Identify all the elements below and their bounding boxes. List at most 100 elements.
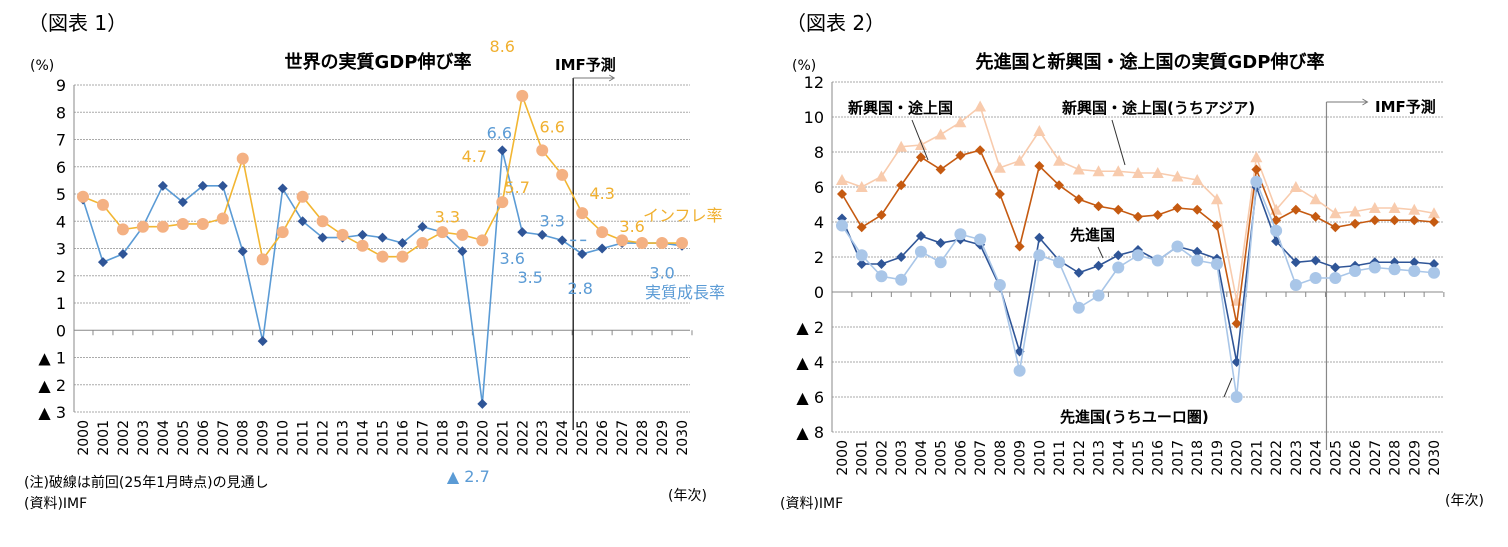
data-point: [1034, 161, 1045, 171]
x-axis-title: (年次): [668, 488, 707, 504]
x-tick-label: 2000: [76, 420, 92, 456]
data-point: [1368, 202, 1381, 213]
x-tick-label: 2026: [595, 420, 611, 456]
data-point: [377, 232, 388, 243]
data-point: [1290, 204, 1301, 215]
data-point: [1093, 201, 1104, 212]
data-point: [855, 249, 868, 262]
y-tick-label: 1: [56, 294, 66, 313]
series-3: [837, 182, 1439, 367]
source-note: (資料)IMF: [24, 496, 87, 512]
data-point: [1192, 204, 1203, 215]
x-tick-label: 2001: [96, 420, 112, 456]
data-point: [1151, 167, 1164, 178]
data-label: 5.7: [504, 178, 529, 197]
data-point: [1034, 232, 1045, 243]
data-point: [1013, 154, 1026, 166]
y-axis-unit: (%): [792, 58, 816, 74]
data-point: [416, 237, 429, 250]
data-point: [276, 226, 289, 239]
data-point: [196, 217, 209, 230]
data-point: [1388, 263, 1401, 276]
data-point: [915, 231, 926, 241]
x-tick-label: 2005: [176, 420, 192, 456]
x-tick-label: 2004: [156, 420, 172, 456]
x-tick-label: 2006: [953, 440, 969, 476]
x-tick-label: 2021: [1249, 440, 1265, 476]
y-tick-label: 2: [814, 248, 824, 267]
data-point: [517, 227, 528, 238]
x-tick-label: 2022: [515, 420, 531, 456]
forecast-label: IMF予測: [555, 56, 616, 74]
data-point: [875, 170, 888, 182]
data-point: [876, 210, 887, 220]
data-point: [277, 183, 288, 194]
data-label: ▲ 2.7: [447, 467, 490, 486]
x-tick-label: 2023: [1289, 440, 1305, 476]
note: (注)破線は前回(25年1月時点)の見通し: [24, 474, 269, 491]
x-tick-label: 2001: [855, 440, 871, 476]
data-point: [1192, 246, 1203, 257]
data-point: [954, 116, 967, 128]
data-point: [1330, 222, 1341, 233]
data-point: [136, 220, 149, 233]
x-tick-label: 2009: [1013, 440, 1029, 476]
x-tick-label: 2008: [236, 420, 252, 456]
x-tick-label: 2007: [216, 420, 232, 456]
data-point: [317, 232, 328, 243]
x-tick-label: 2025: [1328, 440, 1344, 476]
data-point: [1349, 205, 1362, 217]
data-point: [557, 235, 568, 246]
data-point: [1172, 203, 1183, 213]
x-tick-label: 2008: [993, 440, 1009, 476]
data-point: [577, 248, 588, 259]
x-tick-label: 2010: [276, 420, 292, 456]
data-label: 6.6: [487, 123, 512, 142]
x-tick-label: 2029: [1407, 440, 1423, 476]
data-point: [476, 234, 489, 247]
data-point: [576, 207, 589, 220]
data-point: [396, 250, 409, 263]
y-tick-label: ▲ 3: [38, 403, 66, 422]
data-point: [1409, 215, 1420, 226]
x-tick-label: 2030: [675, 420, 691, 456]
chart-title: 先進国と新興国・途上国の実質GDP伸び率: [976, 51, 1325, 73]
y-tick-label: 4: [56, 212, 66, 231]
series-4: [836, 175, 1440, 403]
data-point: [1211, 220, 1222, 231]
y-tick-label: 8: [56, 103, 66, 122]
data-point: [636, 237, 649, 250]
y-tick-label: 2: [56, 267, 66, 286]
data-point: [1408, 265, 1421, 277]
data-point: [993, 279, 1006, 291]
chart-1: （図表 1） 世界の実質GDP伸び率 (%)9 8 7 6 5 4 3 2 1 0 ▲ 1 ▲ 2 ▲ 3 2…: [24, 11, 725, 512]
data-point: [1073, 267, 1084, 278]
data-point: [676, 237, 688, 250]
x-tick-label: 2004: [914, 440, 930, 476]
data-point: [537, 229, 548, 240]
data-point: [1033, 125, 1046, 136]
data-point: [1073, 194, 1084, 205]
source-note: (資料)IMF: [780, 496, 843, 512]
forecast-label: IMF予測: [1375, 98, 1436, 116]
data-point: [1053, 154, 1066, 166]
data-label: 8.6: [490, 37, 515, 56]
x-tick-label: 2005: [934, 440, 950, 476]
y-tick-label: ▲ 8: [796, 423, 824, 442]
data-point: [1113, 204, 1124, 215]
data-point: [1368, 261, 1381, 274]
x-tick-label: 2000: [835, 440, 851, 476]
x-tick-label: 2025: [575, 420, 591, 456]
leader-line: [911, 119, 929, 161]
x-tick-label: 2020: [1230, 440, 1246, 476]
data-point: [1171, 240, 1184, 253]
data-point: [856, 259, 867, 269]
data-point: [1132, 167, 1144, 178]
x-tick-label: 2027: [1368, 440, 1384, 476]
leader-line: [1097, 246, 1104, 259]
y-tick-label: 6: [56, 158, 66, 177]
x-tick-label: 2016: [395, 420, 411, 456]
data-point: [237, 246, 248, 257]
series-label-emde: 新興国・途上国: [848, 99, 953, 117]
data-point: [357, 229, 368, 240]
